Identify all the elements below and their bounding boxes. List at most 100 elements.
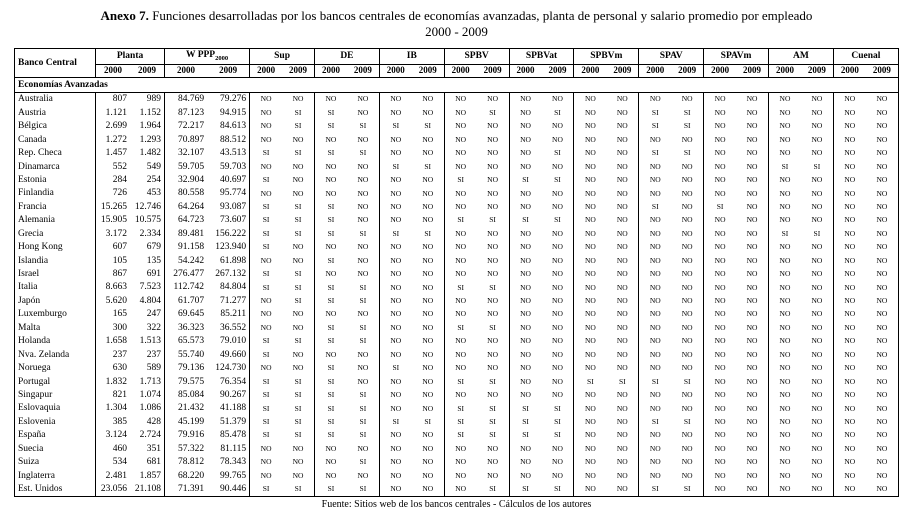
flag-cell: NO: [832, 469, 866, 483]
flag-cell: NO: [508, 469, 542, 483]
numeric-cell: 79.916: [164, 428, 208, 443]
flag-cell: NO: [616, 228, 628, 238]
table-row: Australia 807 989 84.769 79.276 NO NO NO NO NO NO N…: [15, 92, 899, 107]
numeric-cell: 1.086: [139, 403, 161, 414]
flag-cell: NO: [422, 107, 434, 117]
flag-cell: NO: [422, 457, 434, 467]
flag-cell: NO: [832, 428, 866, 443]
flag-cell: NO: [811, 282, 823, 292]
flag-cell: NO: [508, 321, 542, 335]
flag-cell: NO: [811, 309, 823, 319]
flag-cell: NO: [703, 173, 737, 187]
flag-cell: NO: [616, 215, 628, 225]
flag-cell: SI: [424, 121, 432, 131]
table-row: Islandia 105 135 54.242 61.898 NO NO SI NO NO NO NO…: [15, 254, 899, 268]
numeric-cell: 45.199: [164, 415, 208, 429]
column-group-cuenal: Cuenal: [832, 48, 899, 65]
flag-cell: NO: [378, 401, 412, 416]
flag-cell: NO: [573, 455, 607, 470]
flag-cell: SI: [313, 227, 347, 241]
numeric-cell: 681: [146, 457, 161, 468]
flag-cell: NO: [616, 175, 628, 185]
table-row: España 3.124 2.724 79.916 85.478 SI SI SI SI NO NO…: [15, 428, 899, 443]
flag-cell: NO: [573, 160, 607, 174]
flag-cell: NO: [681, 296, 693, 306]
flag-cell: SI: [294, 228, 302, 238]
flag-cell: NO: [443, 133, 477, 147]
flag-cell: NO: [703, 482, 737, 497]
flag-cell: SI: [313, 401, 347, 416]
flag-cell: NO: [378, 106, 412, 120]
column-year-2009: 2009: [541, 64, 574, 79]
flag-cell: NO: [552, 161, 563, 171]
numeric-cell: 51.379: [220, 416, 247, 427]
flag-cell: NO: [876, 430, 888, 440]
column-group-spavm: SPAVm: [703, 48, 769, 65]
flag-cell: NO: [508, 200, 542, 214]
flag-cell: SI: [359, 457, 367, 467]
flag-cell: NO: [443, 294, 477, 308]
flag-cell: SI: [813, 228, 821, 238]
flag-cell: NO: [876, 322, 888, 332]
flag-cell: NO: [832, 240, 866, 255]
flag-cell: NO: [443, 160, 477, 174]
flag-cell: SI: [554, 107, 561, 117]
flag-cell: NO: [443, 267, 477, 281]
flag-cell: NO: [487, 390, 499, 400]
flag-cell: NO: [876, 228, 888, 238]
flag-cell: NO: [313, 160, 347, 174]
flag-cell: NO: [703, 442, 737, 456]
flag-cell: SI: [443, 280, 477, 295]
table-row: Austria 1.121 1.152 87.123 94.915 NO SI SI NO NO N…: [15, 106, 899, 120]
flag-cell: NO: [573, 415, 607, 429]
flag-cell: NO: [638, 428, 672, 443]
flag-cell: NO: [832, 267, 866, 281]
flag-cell: NO: [422, 242, 434, 252]
flag-cell: NO: [638, 442, 672, 456]
flag-cell: NO: [681, 443, 693, 453]
flag-cell: NO: [811, 363, 823, 373]
flag-cell: NO: [313, 348, 347, 362]
flag-cell: NO: [313, 307, 347, 322]
flag-cell: NO: [378, 375, 412, 389]
flag-cell: NO: [357, 242, 369, 252]
flag-cell: NO: [422, 484, 434, 494]
flag-cell: NO: [638, 294, 672, 308]
numeric-cell: 69.645: [164, 307, 208, 322]
flag-cell: NO: [767, 307, 801, 322]
flag-cell: NO: [292, 457, 304, 467]
flag-cell: NO: [832, 321, 866, 335]
flag-cell: NO: [746, 296, 758, 306]
flag-cell: NO: [616, 416, 628, 426]
flag-cell: NO: [681, 363, 693, 373]
flag-cell: SI: [249, 401, 283, 416]
flag-cell: NO: [443, 334, 477, 349]
flag-cell: NO: [681, 470, 693, 480]
flag-cell: NO: [767, 106, 801, 120]
flag-cell: SI: [443, 375, 477, 389]
row-label: Noruega: [18, 363, 51, 374]
flag-cell: NO: [249, 106, 283, 120]
flag-cell: SI: [294, 484, 302, 494]
column-year-2000: 2000: [95, 64, 131, 79]
flag-cell: NO: [638, 133, 672, 147]
flag-cell: NO: [249, 294, 283, 308]
flag-cell: NO: [508, 119, 542, 134]
numeric-cell: 322: [146, 322, 161, 333]
flag-cell: NO: [638, 388, 672, 402]
flag-cell: NO: [832, 227, 866, 241]
flag-cell: NO: [508, 307, 542, 322]
numeric-cell: 23.056: [95, 482, 131, 497]
column-year-2009: 2009: [865, 64, 899, 79]
flag-cell: NO: [681, 336, 693, 346]
flag-cell: NO: [313, 469, 347, 483]
flag-cell: NO: [552, 336, 563, 346]
flag-cell: NO: [313, 455, 347, 470]
flag-cell: NO: [422, 443, 434, 453]
flag-cell: SI: [443, 401, 477, 416]
flag-cell: SI: [294, 376, 302, 386]
flag-cell: NO: [746, 121, 758, 131]
flag-cell: NO: [876, 349, 888, 359]
flag-cell: NO: [552, 121, 563, 131]
flag-cell: NO: [313, 186, 347, 201]
